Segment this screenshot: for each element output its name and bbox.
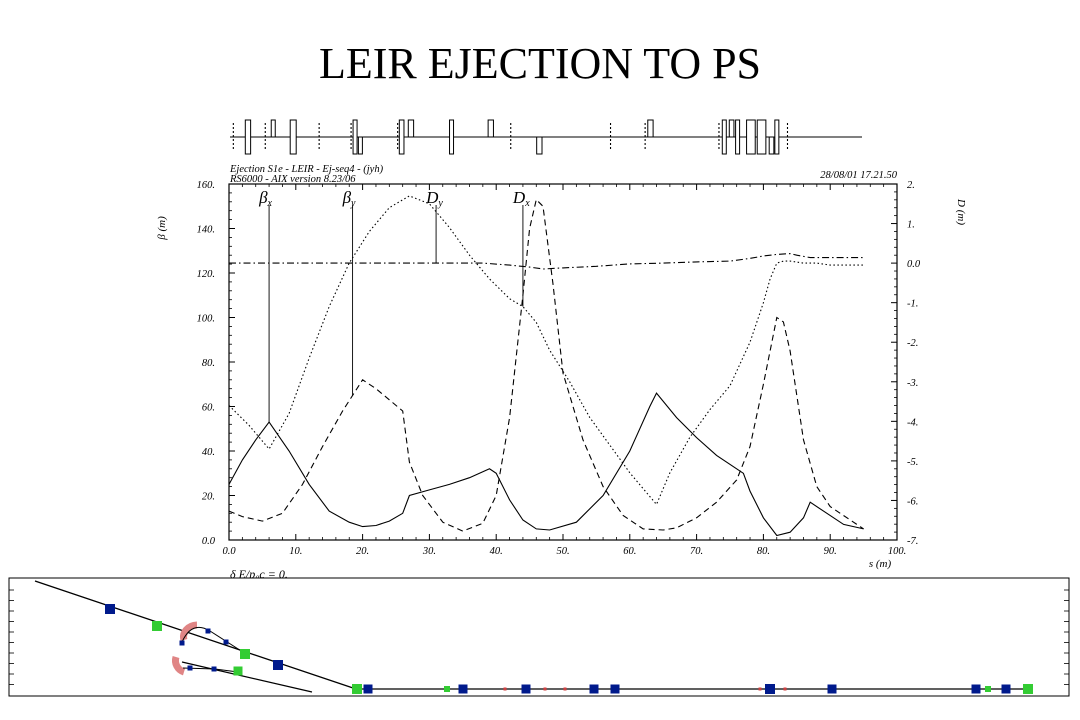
layout-corrector — [504, 688, 507, 691]
lattice-element — [488, 120, 493, 137]
lattice-element — [271, 120, 275, 137]
layout-monitor — [180, 641, 185, 646]
layout-monitor — [224, 640, 229, 645]
machine-layout-panel — [9, 578, 1069, 696]
marker-label-Dx: Dx — [512, 188, 530, 209]
y2-tick-label: -5. — [907, 457, 918, 468]
lattice-element — [757, 120, 766, 154]
y-tick-label: 160. — [197, 180, 215, 191]
y2-tick-label: -7. — [907, 536, 918, 547]
lattice-element — [722, 120, 726, 154]
y-tick-label: 80. — [202, 358, 215, 369]
layout-kicker — [240, 649, 250, 659]
lattice-element — [736, 120, 740, 154]
layout-quadrupole — [611, 685, 620, 694]
y-tick-label: 40. — [202, 447, 215, 458]
layout-corrector — [759, 688, 762, 691]
layout-quadrupole — [590, 685, 599, 694]
lattice-element — [399, 120, 404, 154]
y-tick-label: 140. — [197, 225, 215, 236]
y2-tick-label: -1. — [907, 299, 918, 310]
header-date: 28/08/01 17.21.50 — [820, 170, 897, 181]
marker-label-βy: βy — [342, 188, 356, 209]
x-tick-label: 30. — [422, 546, 436, 557]
layout-kicker — [352, 684, 362, 694]
y-tick-label: 120. — [197, 269, 215, 280]
y-tick-label: 60. — [202, 403, 215, 414]
lattice-element — [775, 120, 779, 154]
lattice-element — [648, 120, 653, 137]
y2-tick-label: -3. — [907, 378, 918, 389]
lattice-element — [537, 137, 542, 154]
y-tick-label: 0.0 — [202, 536, 216, 547]
layout-monitor — [188, 666, 193, 671]
x-tick-label: 40. — [490, 546, 503, 557]
y2-tick-label: 1. — [907, 220, 915, 231]
x-tick-label: 90. — [824, 546, 837, 557]
x-tick-label: 20. — [356, 546, 369, 557]
layout-kicker — [444, 686, 450, 692]
y2-tick-label: -6. — [907, 496, 918, 507]
layout-quadrupole — [972, 685, 981, 694]
series-line-Dy — [229, 254, 864, 269]
layout-quadrupole — [273, 660, 283, 670]
lattice-element — [450, 120, 454, 154]
y2-tick-label: -2. — [907, 338, 918, 349]
x-axis-label: s (m) — [869, 558, 892, 570]
marker-label-βx: βx — [258, 188, 272, 209]
layout-quadrupole — [459, 685, 468, 694]
x-tick-label: 50. — [556, 546, 569, 557]
y-tick-label: 20. — [202, 492, 215, 503]
x-tick-label: 80. — [757, 546, 770, 557]
layout-kicker — [152, 621, 162, 631]
lattice-element — [747, 120, 756, 154]
x-tick-label: 70. — [690, 546, 703, 557]
x-tick-label: 0.0 — [222, 546, 236, 557]
y-tick-label: 100. — [197, 314, 215, 325]
layout-monitor — [212, 667, 217, 672]
lattice-element — [353, 120, 357, 154]
layout-quadrupole — [765, 684, 775, 694]
lattice-element — [245, 120, 250, 154]
y-axis-label: β (m) — [156, 216, 168, 241]
y2-tick-label: 0.0 — [907, 259, 921, 270]
series-lines — [229, 196, 864, 536]
lattice-element — [290, 120, 296, 154]
x-tick-label: 100. — [888, 546, 906, 557]
axis-tick-labels: 0.0 10. 20. 30. 40. 50. 60. 70. 80. 90. 100. 0.0 20.… — [197, 180, 921, 557]
axis-ticks — [229, 184, 897, 540]
plot-frame — [229, 184, 897, 540]
layout-quadrupole — [364, 685, 373, 694]
y2-tick-label: -4. — [907, 417, 918, 428]
layout-kicker — [1023, 684, 1033, 694]
series-line-βx — [229, 393, 864, 535]
layout-quadrupole — [522, 685, 531, 694]
layout-monitor — [206, 629, 211, 634]
series-line-βy — [229, 200, 864, 531]
series-line-Dx — [229, 196, 864, 505]
layout-corrector — [784, 688, 787, 691]
header-line-2: RS6000 - AIX version 8.23/06 — [229, 174, 356, 185]
lattice-element — [769, 137, 774, 154]
layout-kicker — [234, 667, 243, 676]
layout-quadrupole — [105, 604, 115, 614]
lattice-strip — [230, 120, 862, 154]
layout-frame — [9, 578, 1069, 696]
layout-corrector — [544, 688, 547, 691]
lattice-element — [408, 120, 413, 137]
layout-corrector — [564, 688, 567, 691]
layout-quadrupole — [1002, 685, 1011, 694]
lattice-element — [729, 120, 734, 137]
y2-axis-label: D (m) — [955, 198, 967, 225]
y2-tick-label: 2. — [907, 180, 915, 191]
layout-quadrupole — [828, 685, 837, 694]
x-tick-label: 60. — [623, 546, 636, 557]
marker-label-Dy: Dy — [425, 188, 443, 209]
x-tick-label: 10. — [289, 546, 302, 557]
lattice-element — [358, 137, 362, 154]
layout-kicker — [985, 686, 991, 692]
